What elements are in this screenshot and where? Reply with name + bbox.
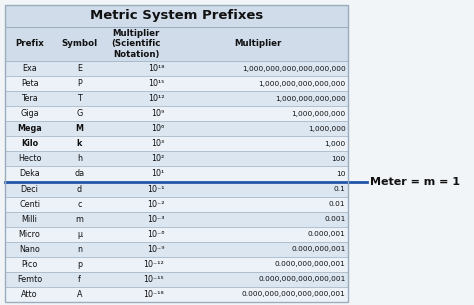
Bar bbox=[5, 5, 348, 27]
Text: 1,000,000: 1,000,000 bbox=[308, 126, 346, 132]
Text: 1,000,000,000,000,000,000: 1,000,000,000,000,000,000 bbox=[242, 66, 346, 72]
Text: 0.1: 0.1 bbox=[334, 186, 346, 192]
Text: 10⁻⁹: 10⁻⁹ bbox=[146, 245, 164, 254]
Text: 10⁻³: 10⁻³ bbox=[146, 215, 164, 224]
Text: 10⁻¹⁵: 10⁻¹⁵ bbox=[144, 275, 164, 284]
Bar bbox=[5, 181, 348, 196]
Text: Femto: Femto bbox=[17, 275, 42, 284]
Text: 10¹⁸: 10¹⁸ bbox=[148, 64, 164, 73]
Bar bbox=[5, 106, 348, 121]
Bar bbox=[5, 227, 348, 242]
Text: G: G bbox=[76, 109, 82, 118]
Text: m: m bbox=[75, 215, 83, 224]
Text: Prefix: Prefix bbox=[15, 39, 44, 48]
Text: μ: μ bbox=[77, 230, 82, 239]
Text: 10: 10 bbox=[336, 171, 346, 177]
Bar bbox=[5, 257, 348, 272]
Text: 0.000,000,001: 0.000,000,001 bbox=[291, 246, 346, 252]
Text: 10¹²: 10¹² bbox=[148, 94, 164, 103]
Text: h: h bbox=[77, 154, 82, 163]
Bar bbox=[5, 5, 348, 302]
Bar bbox=[5, 167, 348, 181]
Bar bbox=[5, 27, 348, 61]
Text: Atto: Atto bbox=[21, 290, 38, 299]
Text: Mega: Mega bbox=[17, 124, 42, 133]
Text: 10⁻¹: 10⁻¹ bbox=[146, 185, 164, 194]
Bar bbox=[5, 287, 348, 302]
Text: E: E bbox=[77, 64, 82, 73]
Text: 1,000,000,000,000: 1,000,000,000,000 bbox=[275, 96, 346, 102]
Text: 10⁻¹⁸: 10⁻¹⁸ bbox=[144, 290, 164, 299]
Text: 1,000,000,000: 1,000,000,000 bbox=[292, 111, 346, 117]
Text: Multiplier: Multiplier bbox=[235, 39, 282, 48]
Text: Giga: Giga bbox=[20, 109, 39, 118]
Text: n: n bbox=[77, 245, 82, 254]
Text: Pico: Pico bbox=[21, 260, 38, 269]
Text: 10⁻²: 10⁻² bbox=[146, 199, 164, 209]
Text: 0.000,000,000,000,001: 0.000,000,000,000,001 bbox=[258, 276, 346, 282]
Text: k: k bbox=[77, 139, 82, 148]
Text: Centi: Centi bbox=[19, 199, 40, 209]
Text: 0.000,000,000,000,000,001: 0.000,000,000,000,000,001 bbox=[242, 291, 346, 297]
Text: Metric System Prefixes: Metric System Prefixes bbox=[90, 9, 263, 22]
Text: d: d bbox=[77, 185, 82, 194]
Text: Deka: Deka bbox=[19, 170, 40, 178]
Text: p: p bbox=[77, 260, 82, 269]
Bar bbox=[5, 91, 348, 106]
Bar bbox=[5, 136, 348, 151]
Text: Multiplier
(Scientific
Notation): Multiplier (Scientific Notation) bbox=[111, 29, 161, 59]
Bar bbox=[5, 61, 348, 76]
Text: Milli: Milli bbox=[22, 215, 37, 224]
Text: Kilo: Kilo bbox=[21, 139, 38, 148]
Text: 10¹: 10¹ bbox=[151, 170, 164, 178]
Text: Nano: Nano bbox=[19, 245, 40, 254]
Bar bbox=[5, 196, 348, 212]
Text: 1,000: 1,000 bbox=[324, 141, 346, 147]
Text: Symbol: Symbol bbox=[62, 39, 98, 48]
Bar bbox=[5, 76, 348, 91]
Text: 10³: 10³ bbox=[151, 139, 164, 148]
Text: c: c bbox=[77, 199, 82, 209]
Text: 0.000,000,000,001: 0.000,000,000,001 bbox=[274, 261, 346, 267]
Text: Hecto: Hecto bbox=[18, 154, 41, 163]
Text: Exa: Exa bbox=[22, 64, 37, 73]
Text: 10⁹: 10⁹ bbox=[151, 109, 164, 118]
Bar bbox=[5, 212, 348, 227]
Text: 10⁶: 10⁶ bbox=[151, 124, 164, 133]
Text: 1,000,000,000,000,000: 1,000,000,000,000,000 bbox=[258, 81, 346, 87]
Bar bbox=[5, 121, 348, 136]
Text: Deci: Deci bbox=[21, 185, 38, 194]
Text: Peta: Peta bbox=[21, 79, 38, 88]
Text: 0.01: 0.01 bbox=[329, 201, 346, 207]
Text: 10⁻¹²: 10⁻¹² bbox=[144, 260, 164, 269]
Text: Tera: Tera bbox=[21, 94, 38, 103]
Bar bbox=[5, 242, 348, 257]
Text: P: P bbox=[77, 79, 82, 88]
Text: 10¹⁵: 10¹⁵ bbox=[148, 79, 164, 88]
Text: 10⁻⁶: 10⁻⁶ bbox=[146, 230, 164, 239]
Text: M: M bbox=[75, 124, 83, 133]
Text: Micro: Micro bbox=[18, 230, 41, 239]
Text: T: T bbox=[77, 94, 82, 103]
Text: da: da bbox=[74, 170, 84, 178]
Text: 10²: 10² bbox=[151, 154, 164, 163]
Bar bbox=[5, 151, 348, 167]
Bar bbox=[5, 272, 348, 287]
Text: Meter = m = 1: Meter = m = 1 bbox=[370, 177, 460, 187]
Text: 0.001: 0.001 bbox=[324, 216, 346, 222]
Text: f: f bbox=[78, 275, 81, 284]
Text: 100: 100 bbox=[331, 156, 346, 162]
Text: A: A bbox=[77, 290, 82, 299]
Text: 0.000,001: 0.000,001 bbox=[308, 231, 346, 237]
